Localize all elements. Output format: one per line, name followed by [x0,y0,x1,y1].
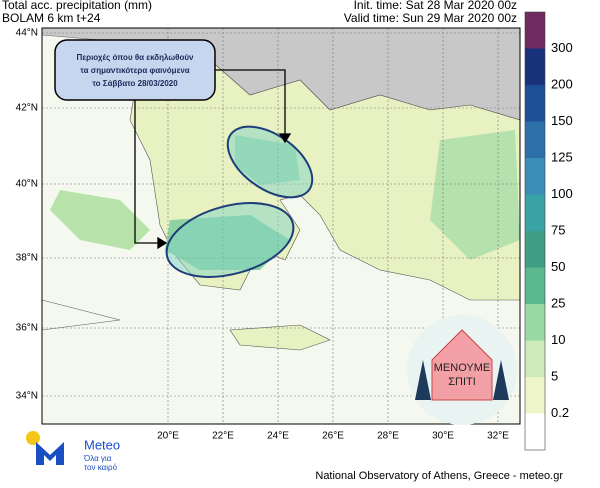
precip-ionian [50,190,150,250]
colorbar-label: 300 [551,40,573,55]
colorbar-label: 200 [551,76,573,91]
init-time: Init. time: Sat 28 Mar 2020 00z [354,0,517,12]
arrowhead [278,133,292,144]
colorbar: 300 200 150 125 100 75 50 25 10 5 0.2 [524,11,573,451]
arrowhead [157,236,168,250]
highlight-central [165,202,295,278]
lon-label: 32°E [487,431,509,442]
colorbar-label: 50 [551,259,565,274]
colorbar-label: 150 [551,113,573,128]
colorbar-label: 0.2 [551,405,569,420]
logo: Meteo Όλα για τον καιρό [26,431,120,472]
colorbar-label: 25 [551,295,565,310]
colorbar-label: 125 [551,149,573,164]
header: Total acc. precipitation (mm) BOLAM 6 km… [2,0,517,25]
colorbar-segment [525,121,545,158]
badge: ΜΕΝΟΥΜΕ ΣΠΙΤΙ [407,315,517,425]
callout-line: Περιοχές όπου θα εκδηλωθούν [77,53,194,62]
badge-text: ΜΕΝΟΥΜΕ [434,362,490,374]
lat-label: 44°N [16,28,38,39]
lon-label: 26°E [322,431,344,442]
crete [229,324,331,351]
badge-trees [415,360,509,400]
map-frame [41,27,521,425]
precip-turkey [430,130,520,260]
footer: National Observatory of Athens, Greece -… [315,470,563,482]
colorbar-segment [525,48,545,85]
callout-line: το Σάββατο 28/03/2020 [92,79,178,88]
lon-label: 30°E [432,431,454,442]
badge-text: ΣΠΙΤΙ [448,376,476,388]
callout-line: τα σημαντικότερα φαινόμενα [80,66,190,75]
logo-sun [26,431,40,445]
colorbar-segment [525,194,545,231]
lon-label: 20°E [157,431,179,442]
colorbar-label: 5 [551,368,558,383]
coast [42,299,121,331]
colorbar-label: 100 [551,186,573,201]
arrow-north [215,69,286,140]
colorbar-segment [525,158,545,195]
lon-label: 28°E [377,431,399,442]
annotations [54,39,314,278]
lat-label: 40°N [16,179,38,190]
lat-label: 34°N [16,391,38,402]
callout-box [54,39,216,101]
arrow-central [134,100,162,244]
colorbar-segment [525,12,545,49]
lat-label: 36°N [16,323,38,334]
lon-label: 24°E [267,431,289,442]
lat-labels: 44°N 42°N 40°N 38°N 36°N 34°N [16,28,38,402]
colorbar-segment [525,304,545,341]
colorbar-label: 75 [551,222,565,237]
badge-house [431,329,493,401]
colorbar-segment [525,231,545,268]
logo-tagline: Όλα για [83,454,112,463]
colorbar-segment [525,267,545,304]
model: BOLAM 6 km t+24 [2,11,101,25]
lon-label: 22°E [212,431,234,442]
colorbar-segment [525,85,545,122]
lat-label: 38°N [16,253,38,264]
callout-text: Περιοχές όπου θα εκδηλωθούν τα σημαντικό… [77,53,194,88]
colorbar-frame [524,11,546,451]
lon-labels: 20°E 22°E 24°E 26°E 28°E 30°E 32°E [157,431,509,442]
title: Total acc. precipitation (mm) [2,0,152,12]
lat-label: 42°N [16,103,38,114]
valid-time: Valid time: Sun 29 Mar 2020 00z [344,11,517,25]
colorbar-segment [525,340,545,377]
logo-tagline: τον καιρό [84,463,118,472]
colorbar-label: 10 [551,332,565,347]
logo-name: Meteo [84,437,120,452]
colorbar-segment [525,377,545,414]
logo-mark [36,442,64,465]
colorbar-segment [525,413,545,450]
